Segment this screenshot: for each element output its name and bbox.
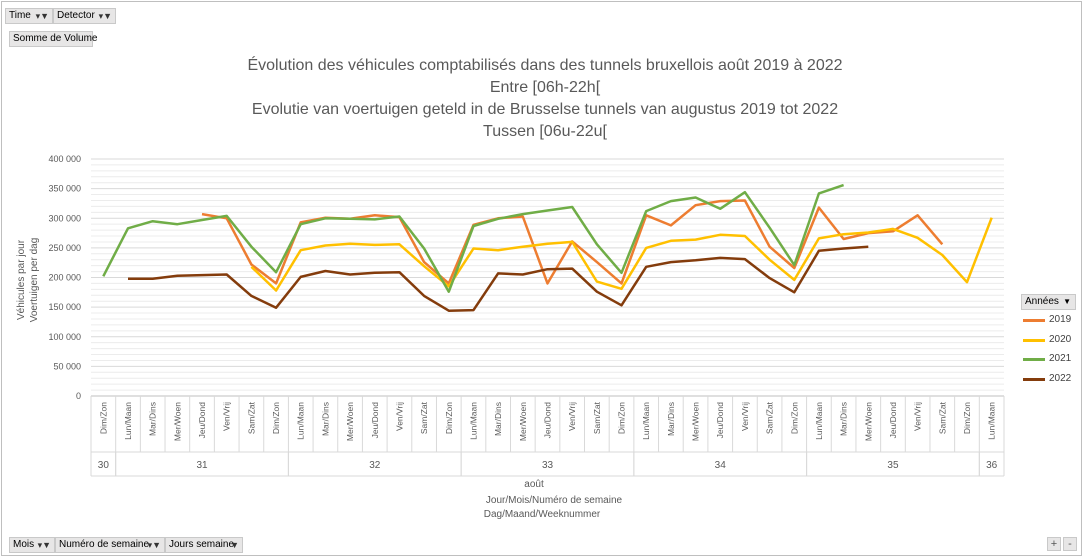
mois-filter-button[interactable]: Mois ▾▼ <box>9 537 55 553</box>
week-label: 31 <box>196 460 208 471</box>
x-tick-label: Lun/Maan <box>987 402 997 440</box>
legend-swatch-2022 <box>1023 378 1045 381</box>
x-tick-label: Lun/Maan <box>296 402 306 440</box>
week-label: 33 <box>542 460 554 471</box>
x-tick-label: Mer/Woen <box>345 402 355 441</box>
dropdown-icon: ▼ <box>1063 297 1071 306</box>
series-line-2022 <box>128 245 869 312</box>
filter-icon: ▾▼ <box>147 540 161 550</box>
series-line-2020 <box>250 217 993 292</box>
week-label: 36 <box>986 460 998 471</box>
value-field-button[interactable]: Somme de Volume <box>9 31 98 47</box>
y-tick-label: 200 000 <box>48 273 81 283</box>
x-tick-label: Mer/Woen <box>172 402 182 441</box>
x-tick-label: Mer/Woen <box>863 402 873 441</box>
x-tick-label: Mar/Dins <box>493 402 503 436</box>
legend-label-2021: 2021 <box>1049 353 1072 364</box>
y-tick-label: 150 000 <box>48 302 81 312</box>
chart-title-line-2: Entre [06h-22h[ <box>489 79 601 96</box>
legend-title: Années <box>1025 296 1059 307</box>
time-filter-button[interactable]: Time ▾▼ <box>5 8 53 24</box>
zoom-in-icon[interactable]: + <box>1047 537 1061 551</box>
x-tick-label: Ven/Vrij <box>567 402 577 431</box>
x-tick-label: Ven/Vrij <box>222 402 232 431</box>
x-tick-label: Sam/Zat <box>765 401 775 434</box>
legend-swatch-2019 <box>1023 319 1045 322</box>
numero-semaine-filter-label: Numéro de semaine <box>59 539 150 550</box>
x-tick-label: Sam/Zat <box>937 401 947 434</box>
time-filter-label: Time <box>9 10 31 21</box>
x-tick-label: Sam/Zat <box>592 401 602 434</box>
value-field-label: Somme de Volume <box>13 33 98 44</box>
y-tick-label: 50 000 <box>53 361 81 371</box>
x-tick-label: Sam/Zat <box>419 401 429 434</box>
x-axis-label-1: Jour/Mois/Numéro de semaine <box>486 495 623 506</box>
x-tick-label: Mar/Dins <box>839 402 849 436</box>
legend-label-2022: 2022 <box>1049 373 1072 384</box>
x-tick-label: Mar/Dins <box>666 402 676 436</box>
x-tick-label: Dim/Zon <box>617 402 627 434</box>
series-line-2021 <box>102 183 844 293</box>
dropdown-icon: ▼ <box>230 540 239 550</box>
zoom-out-icon[interactable]: - <box>1063 537 1077 551</box>
x-axis-label-2: Dag/Maand/Weeknummer <box>484 509 601 520</box>
month-label: août <box>524 479 544 490</box>
x-tick-label: Dim/Zon <box>98 402 108 434</box>
x-tick-label: Ven/Vrij <box>740 402 750 431</box>
x-tick-label: Jeu/Dond <box>543 402 553 439</box>
legend-swatch-2021 <box>1023 358 1045 361</box>
jours-semaine-filter-label: Jours semaine <box>169 539 235 550</box>
x-tick-label: Sam/Zat <box>246 401 256 434</box>
x-tick-label: Dim/Zon <box>789 402 799 434</box>
x-tick-label: Jeu/Dond <box>715 402 725 439</box>
x-tick-label: Ven/Vrij <box>394 402 404 431</box>
week-label: 35 <box>887 460 899 471</box>
x-tick-label: Jeu/Dond <box>888 402 898 439</box>
x-tick-label: Dim/Zon <box>271 402 281 434</box>
x-tick-label: Mer/Woen <box>691 402 701 441</box>
x-tick-label: Dim/Zon <box>962 402 972 434</box>
y-tick-label: 400 000 <box>48 154 81 164</box>
legend-label-2019: 2019 <box>1049 314 1072 325</box>
filter-icon: ▾▼ <box>35 11 49 21</box>
mois-filter-label: Mois <box>13 539 35 550</box>
x-tick-label: Lun/Maan <box>641 402 651 440</box>
detector-filter-button[interactable]: Detector ▾▼ <box>53 8 116 24</box>
y-axis-label-2: Voertuigen per dag <box>29 238 40 323</box>
numero-semaine-filter-button[interactable]: Numéro de semaine ▾▼ <box>55 537 165 553</box>
x-tick-label: Mar/Dins <box>320 402 330 436</box>
x-tick-label: Lun/Maan <box>814 402 824 440</box>
legend-label-2020: 2020 <box>1049 334 1072 345</box>
week-label: 32 <box>369 460 381 471</box>
y-tick-label: 100 000 <box>48 332 81 342</box>
x-tick-label: Ven/Vrij <box>913 402 923 431</box>
x-tick-label: Lun/Maan <box>468 402 478 440</box>
week-label: 34 <box>715 460 727 471</box>
x-tick-label: Jeu/Dond <box>370 402 380 439</box>
week-label: 30 <box>98 460 110 471</box>
chart-title-line-4: Tussen [06u-22u[ <box>483 123 607 140</box>
y-tick-label: 350 000 <box>48 184 81 194</box>
jours-semaine-filter-button[interactable]: Jours semaine ▼ <box>165 537 243 553</box>
filter-icon: ▾▼ <box>37 540 51 550</box>
filter-icon: ▾▼ <box>98 11 112 21</box>
x-tick-label: Mer/Woen <box>518 402 528 441</box>
y-tick-label: 250 000 <box>48 243 81 253</box>
legend-filter-button[interactable]: Années ▼ <box>1021 294 1076 310</box>
x-tick-label: Mar/Dins <box>148 402 158 436</box>
chart-title-line-3: Evolutie van voertuigen geteld in de Bru… <box>251 101 839 118</box>
x-tick-label: Jeu/Dond <box>197 402 207 439</box>
legend-swatch-2020 <box>1023 339 1045 342</box>
chart-title-line-1: Évolution des véhicules comptabilisés da… <box>247 57 843 74</box>
y-axis-label-1: Véhicules par jour <box>16 239 27 320</box>
y-tick-label: 0 <box>76 391 81 401</box>
detector-filter-label: Detector <box>57 10 95 21</box>
x-tick-label: Lun/Maan <box>123 402 133 440</box>
x-tick-label: Dim/Zon <box>444 402 454 434</box>
y-tick-label: 300 000 <box>48 213 81 223</box>
